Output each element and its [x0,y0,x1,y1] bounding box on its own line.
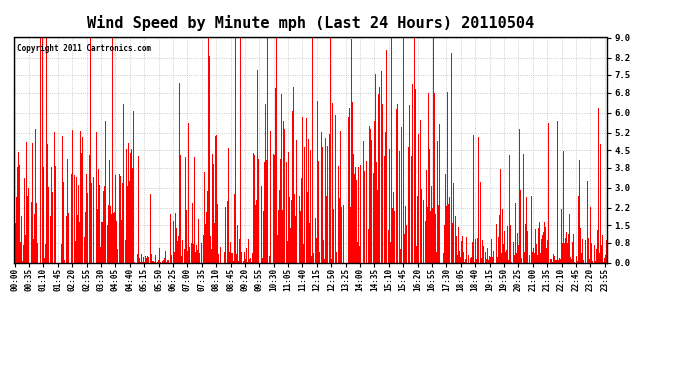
Text: Wind Speed by Minute mph (Last 24 Hours) 20110504: Wind Speed by Minute mph (Last 24 Hours)… [87,15,534,31]
Text: Copyright 2011 Cartronics.com: Copyright 2011 Cartronics.com [17,44,151,53]
